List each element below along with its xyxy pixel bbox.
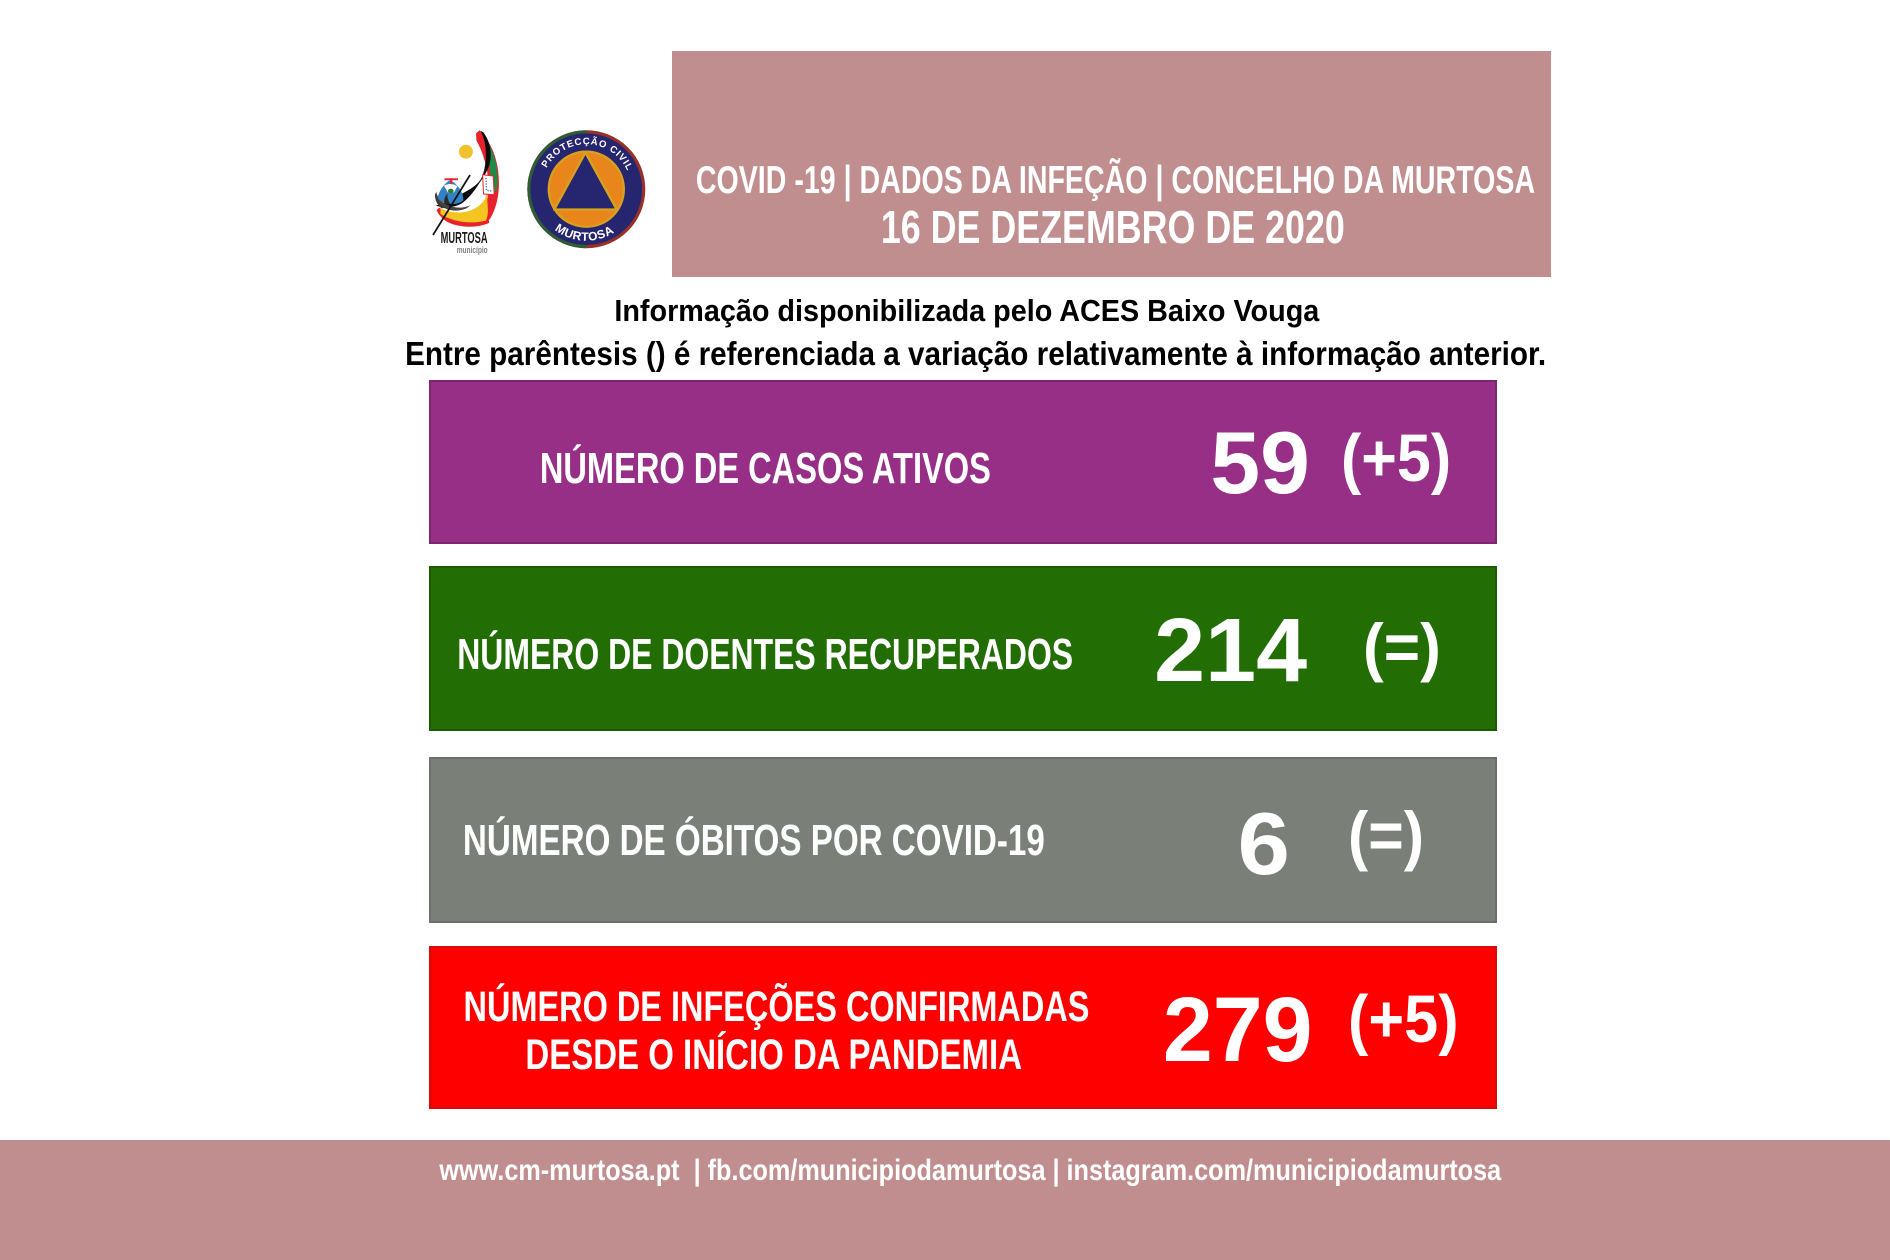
- svg-text:município: município: [457, 245, 488, 256]
- svg-text:MURTOSA: MURTOSA: [441, 230, 488, 247]
